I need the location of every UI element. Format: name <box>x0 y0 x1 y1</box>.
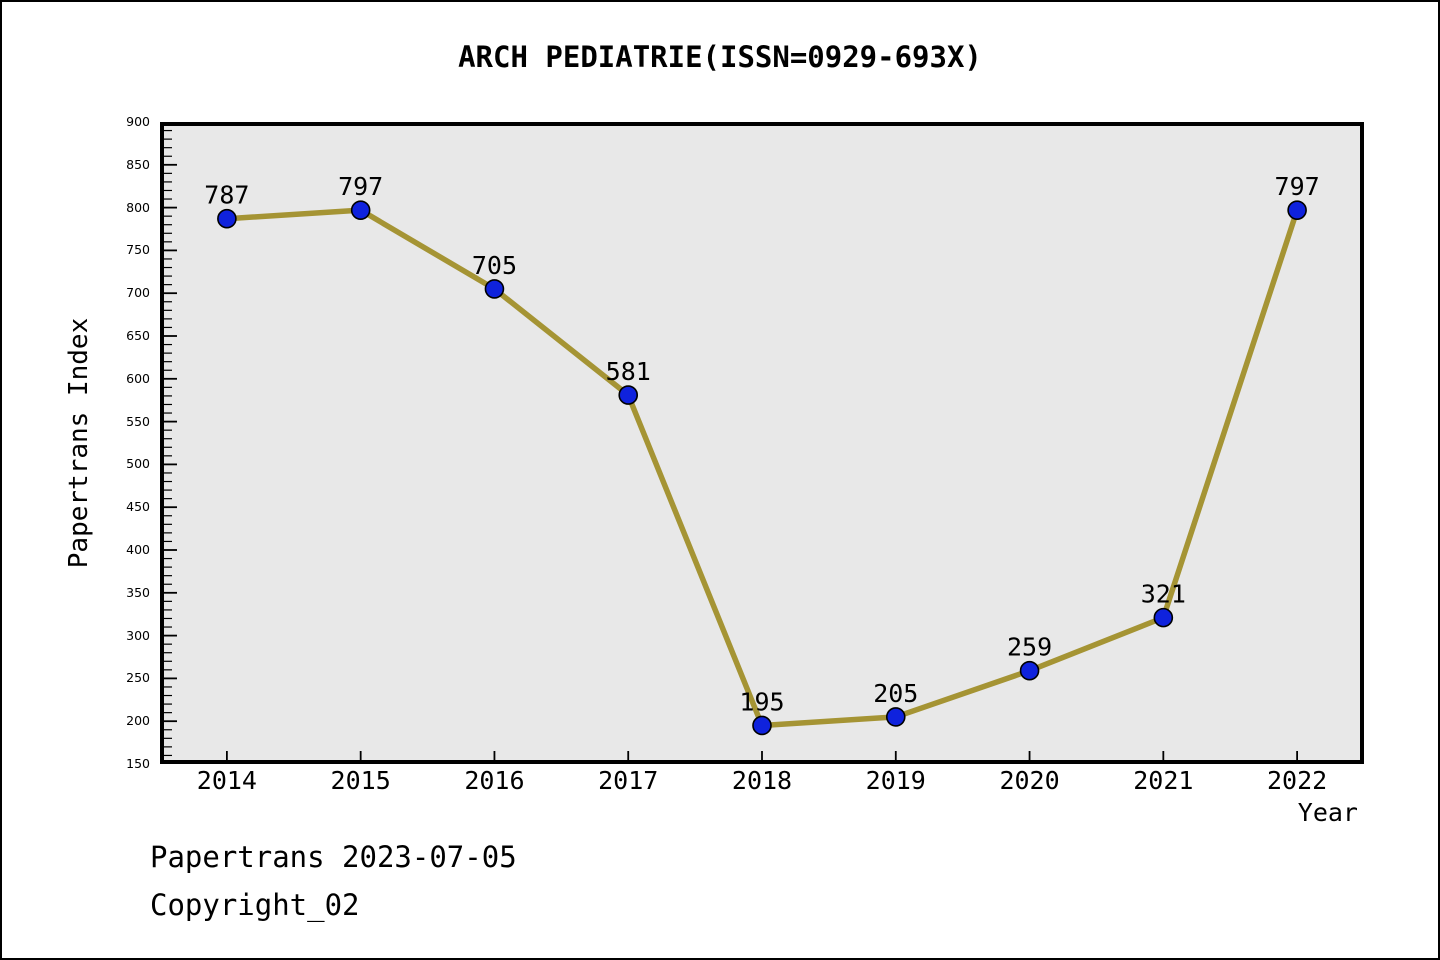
data-point <box>885 707 906 727</box>
x-tick-label: 2015 <box>330 766 391 795</box>
y-tick-label: 700 <box>126 285 150 301</box>
data-point <box>217 208 237 229</box>
data-point <box>752 715 772 736</box>
y-tick-label: 350 <box>126 584 150 600</box>
y-tick-label: 450 <box>126 499 150 515</box>
y-tick-label: 800 <box>126 199 150 215</box>
y-tick-label: 150 <box>126 756 150 771</box>
data-point-label: 321 <box>1141 580 1186 609</box>
x-tick-label: 2016 <box>464 766 525 795</box>
data-point-label: 797 <box>1275 172 1320 201</box>
data-point-label: 705 <box>472 251 517 280</box>
y-tick-label: 850 <box>126 156 150 172</box>
chart-svg: 787 797 705 581 195 205 259 321 797 <box>160 122 1364 764</box>
x-tick-label: 2018 <box>731 766 793 795</box>
x-tick-label: 2019 <box>865 766 926 795</box>
x-tick-label: 2014 <box>196 766 257 795</box>
plot-border <box>160 122 1364 764</box>
plot-area: 787 797 705 581 195 205 259 321 797 <box>160 122 1364 764</box>
x-tick-label: 2017 <box>598 766 659 795</box>
x-axis-label: Year <box>1297 798 1358 827</box>
data-point <box>1287 200 1307 220</box>
y-tick-label: 900 <box>126 114 150 129</box>
x-tick-label: 2021 <box>1133 766 1194 795</box>
chart-title: ARCH PEDIATRIE(ISSN=0929-693X) <box>458 40 982 74</box>
data-point-label: 787 <box>204 181 249 210</box>
y-tick-label: 250 <box>126 670 150 686</box>
footer-copyright: Copyright_02 <box>150 888 360 922</box>
y-tick-label: 650 <box>126 328 150 343</box>
data-point-label: 195 <box>739 687 784 716</box>
footer-date: Papertrans 2023-07-05 <box>150 840 517 874</box>
y-tick-label: 550 <box>126 413 150 429</box>
data-point <box>484 279 505 299</box>
y-tick-label: 200 <box>126 713 150 729</box>
data-point-label: 205 <box>873 679 918 708</box>
y-tick-label: 600 <box>126 370 150 386</box>
x-tick-label: 2022 <box>1267 766 1328 795</box>
y-tick-label: 500 <box>126 456 150 472</box>
data-point <box>350 200 371 220</box>
data-point-label: 797 <box>338 172 383 201</box>
line-series <box>224 207 1300 729</box>
x-tick-label: 2020 <box>999 766 1060 795</box>
y-tick-label: 300 <box>126 627 150 643</box>
data-point <box>618 385 639 405</box>
y-tick-label: 750 <box>126 242 150 258</box>
data-point <box>1019 660 1040 681</box>
data-point <box>1153 607 1174 628</box>
y-axis-label: Papertrans Index <box>64 317 94 569</box>
data-point-label: 581 <box>606 357 651 386</box>
y-tick-label: 400 <box>126 542 150 557</box>
data-point-label: 259 <box>1007 633 1052 662</box>
